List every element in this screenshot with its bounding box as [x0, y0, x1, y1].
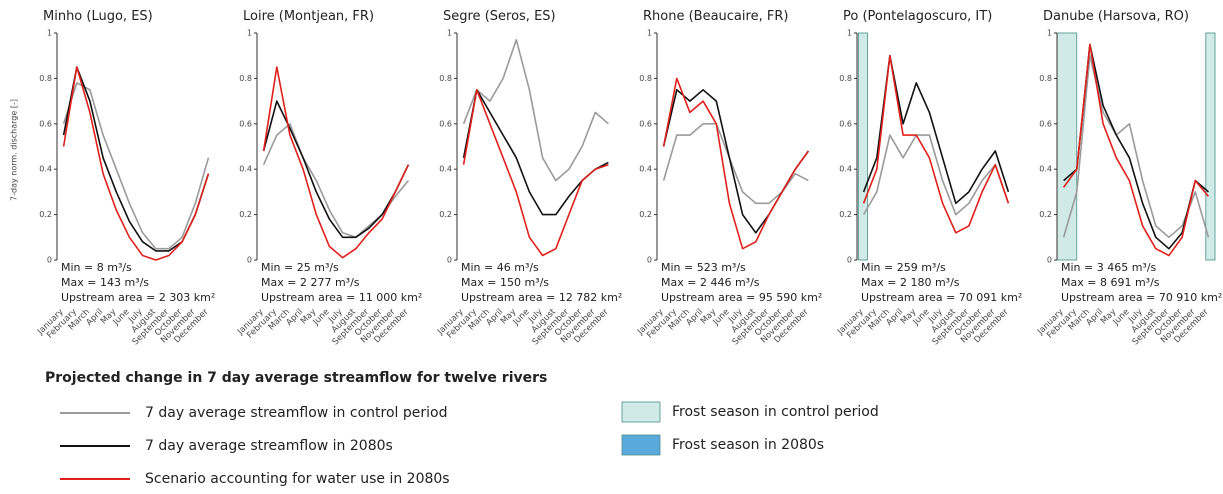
- series-line: [662, 77, 810, 250]
- annotation: Max = 2 446 m³/s: [661, 276, 760, 289]
- panel-title: Loire (Montjean, FR): [243, 9, 374, 24]
- annotation: Upstream area = 70 091 km²: [861, 291, 1022, 304]
- annotation: Upstream area = 11 000 km²: [261, 291, 422, 304]
- annotation: Upstream area = 70 910 km²: [1061, 291, 1222, 304]
- y-tick-label: 0.2: [39, 210, 52, 219]
- y-tick-label: 0.2: [239, 210, 252, 219]
- series-line: [462, 39, 609, 182]
- series-line: [262, 123, 410, 239]
- y-tick-label: 0.4: [1039, 165, 1052, 174]
- panel-title: Danube (Harsova, RO): [1043, 9, 1189, 24]
- series-line: [262, 100, 410, 239]
- y-axis-label: 7-day norm. discharge [-]: [10, 99, 19, 201]
- y-tick-label: 1: [847, 29, 852, 38]
- y-tick-label: 0.4: [39, 165, 52, 174]
- annotation: Min = 523 m³/s: [661, 261, 746, 274]
- annotation: Max = 150 m³/s: [461, 276, 549, 289]
- annotation: Min = 3 465 m³/s: [1061, 261, 1157, 274]
- series-line: [862, 54, 1010, 234]
- annotation: Upstream area = 12 782 km²: [461, 291, 622, 304]
- series-line: [662, 123, 809, 205]
- y-tick-label: 1: [47, 29, 52, 38]
- y-tick-label: 0: [47, 256, 52, 265]
- series-line: [62, 66, 210, 261]
- panel-title: Minho (Lugo, ES): [43, 9, 153, 24]
- annotation: Min = 25 m³/s: [261, 261, 339, 274]
- panel-title: Segre (Seros, ES): [443, 9, 556, 24]
- legend-label: Frost season in control period: [672, 404, 879, 420]
- annotation: Upstream area = 2 303 km²: [61, 291, 215, 304]
- series-line: [662, 89, 810, 234]
- legend-label: 7 day average streamflow in control peri…: [145, 405, 447, 421]
- y-tick-label: 0.6: [239, 119, 252, 128]
- annotation: Max = 143 m³/s: [61, 276, 149, 289]
- y-tick-label: 1: [1047, 29, 1052, 38]
- y-tick-label: 1: [247, 29, 252, 38]
- y-tick-label: 1: [647, 29, 652, 38]
- y-tick-label: 0.2: [639, 210, 652, 219]
- y-tick-label: 0.6: [839, 119, 852, 128]
- series-line: [862, 134, 1010, 216]
- figure-title: Projected change in 7 day average stream…: [45, 370, 547, 386]
- annotation: Max = 2 277 m³/s: [261, 276, 360, 289]
- annotation: Min = 259 m³/s: [861, 261, 946, 274]
- series-line: [1062, 43, 1210, 257]
- y-tick-label: 0: [447, 256, 452, 265]
- y-tick-label: 0.6: [1039, 119, 1052, 128]
- y-tick-label: 0.8: [439, 74, 452, 83]
- y-tick-label: 0.2: [1039, 210, 1052, 219]
- y-tick-label: 0.2: [839, 210, 852, 219]
- frost-band: [1205, 32, 1216, 261]
- series-line: [62, 82, 210, 250]
- y-tick-label: 1: [447, 29, 452, 38]
- series-line: [462, 89, 609, 216]
- y-tick-label: 0.6: [639, 119, 652, 128]
- annotation: Min = 8 m³/s: [61, 261, 132, 274]
- legend-swatch: [621, 401, 661, 423]
- y-tick-label: 0.8: [39, 74, 52, 83]
- panel-title: Po (Pontelagoscuro, IT): [843, 9, 992, 24]
- legend-label: 7 day average streamflow in 2080s: [145, 438, 393, 454]
- legend-label: Scenario accounting for water use in 208…: [145, 471, 450, 487]
- y-tick-label: 0.6: [39, 119, 52, 128]
- y-tick-label: 0.8: [239, 74, 252, 83]
- annotation: Min = 46 m³/s: [461, 261, 539, 274]
- y-tick-label: 0.4: [439, 165, 452, 174]
- annotation: Max = 2 180 m³/s: [861, 276, 960, 289]
- y-tick-label: 0.8: [639, 74, 652, 83]
- y-tick-label: 0: [247, 256, 252, 265]
- y-tick-label: 0.8: [1039, 74, 1052, 83]
- legend-label: Frost season in 2080s: [672, 437, 824, 453]
- series-line: [1062, 54, 1210, 239]
- legend-swatch: [621, 434, 661, 456]
- y-tick-label: 0.4: [239, 165, 252, 174]
- frost-band: [857, 32, 868, 261]
- y-tick-label: 0.4: [639, 165, 652, 174]
- y-tick-label: 0.4: [839, 165, 852, 174]
- y-tick-label: 0.8: [839, 74, 852, 83]
- annotation: Upstream area = 95 590 km²: [661, 291, 822, 304]
- series-line: [262, 66, 410, 259]
- series-line: [462, 89, 609, 257]
- y-tick-label: 0: [1047, 256, 1052, 265]
- y-tick-label: 0.6: [439, 119, 452, 128]
- y-tick-label: 0: [647, 256, 652, 265]
- annotation: Max = 8 691 m³/s: [1061, 276, 1160, 289]
- y-tick-label: 0.2: [439, 210, 452, 219]
- y-tick-label: 0: [847, 256, 852, 265]
- panel-title: Rhone (Beaucaire, FR): [643, 9, 788, 24]
